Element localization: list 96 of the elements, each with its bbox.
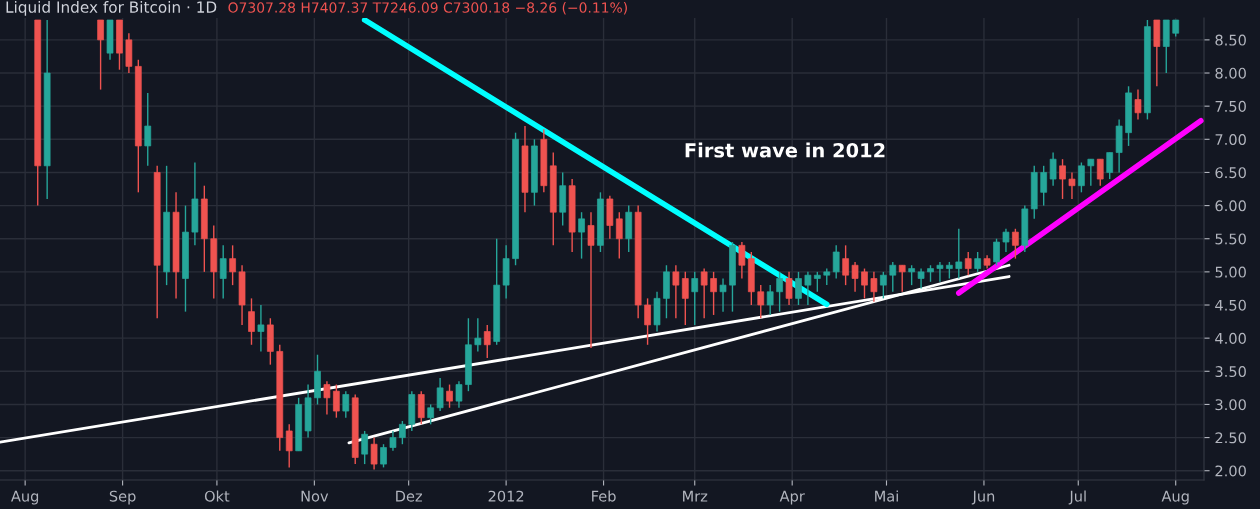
x-tick-label: Nov (301, 490, 329, 502)
candlestick (1059, 158, 1066, 200)
text: O7307.28 H7407.37 T7246.09 C7300.18 −8.26 (−0.11%) (228, 2, 627, 15)
candlestick (578, 211, 585, 260)
candlestick (285, 423, 293, 469)
y-tick-label: 4.00 (1215, 332, 1246, 344)
candlestick (1134, 88, 1142, 121)
candlestick (719, 277, 727, 313)
candlestick (851, 261, 859, 293)
candlestick (832, 244, 840, 280)
candlestick (917, 267, 925, 290)
candlestick (710, 271, 717, 316)
candlestick (681, 271, 689, 326)
candlestick (861, 267, 868, 300)
annotation: First wave in 2012 (685, 142, 885, 158)
candlestick (380, 443, 387, 469)
candlestick (804, 271, 812, 306)
candlestick (776, 271, 783, 313)
candlestick (333, 383, 340, 419)
y-tick-label: 7.50 (1215, 100, 1246, 112)
candlestick (908, 264, 915, 286)
candlestick (785, 271, 793, 306)
candlestick (323, 380, 331, 416)
candlestick (1078, 161, 1085, 194)
candlestick (389, 430, 397, 452)
y-tick-label: 2.50 (1215, 432, 1246, 444)
candlestick (700, 267, 708, 319)
y-tick-label: 5.00 (1215, 266, 1246, 278)
candlestick (1087, 158, 1095, 187)
candlestick (370, 436, 378, 471)
candlestick (1068, 171, 1076, 200)
candlestick (898, 264, 906, 293)
x-tick-label: Apr (779, 490, 805, 505)
candlestick (889, 261, 897, 293)
y-tick-label: 5.50 (1215, 233, 1246, 245)
y-tick-label: 6.50 (1215, 167, 1246, 179)
y-tick-label: 7.00 (1215, 134, 1246, 146)
candlestick (342, 390, 350, 419)
candlestick (427, 403, 435, 426)
x-tick-label: Sep (109, 490, 136, 505)
x-tick-label: Mrz (683, 490, 708, 502)
candlestick (766, 284, 774, 316)
candlestick (1002, 228, 1010, 253)
candlestick (257, 304, 265, 353)
candlestick (587, 211, 595, 349)
y-tick-label: 6.00 (1215, 200, 1246, 212)
x-tick-label: Okt (204, 490, 230, 502)
y-tick-label: 8.50 (1215, 34, 1246, 46)
candlestick (955, 228, 963, 280)
candlestick (1040, 165, 1048, 207)
x-tick-label: Jun (971, 490, 995, 505)
candlestick (361, 430, 368, 465)
candlestick (97, 19, 104, 91)
candlestick (417, 390, 425, 426)
candlestick (795, 271, 802, 306)
candlestick (1049, 151, 1057, 187)
y-tick-label: 4.50 (1215, 299, 1246, 311)
candlestick (691, 271, 699, 326)
y-tick-label: 3.00 (1215, 399, 1246, 411)
x-tick-label: Jul (1068, 490, 1086, 505)
y-tick-label: 3.50 (1215, 366, 1246, 378)
candlestick (936, 261, 944, 283)
y-tick-label: 2.00 (1215, 465, 1246, 477)
candlestick (814, 271, 821, 293)
x-tick-label: Mai (875, 490, 898, 502)
x-tick-label: Dez (396, 490, 422, 502)
candlestick (870, 271, 878, 303)
candlestick (483, 324, 491, 359)
candlestick (974, 251, 981, 273)
candlestick (644, 297, 651, 346)
candlestick (757, 284, 765, 319)
candlestick (672, 264, 680, 319)
y-tick-label: 8.00 (1215, 67, 1246, 79)
candlestick (144, 92, 152, 167)
candlestick (1012, 228, 1019, 260)
candlestick (993, 238, 1000, 266)
x-tick-label: Aug (11, 490, 39, 505)
candlestick (474, 317, 482, 353)
candlestick (964, 251, 972, 276)
x-tick-label: 2012 (488, 490, 524, 502)
candlestick (615, 211, 623, 260)
candlestick (455, 380, 463, 409)
candlestick (842, 244, 849, 286)
x-tick-label: Feb (592, 490, 616, 502)
candlestick (446, 383, 453, 409)
candlestick (738, 241, 746, 280)
candlestick (1106, 151, 1114, 180)
candlestick (399, 420, 406, 445)
candlestick (219, 244, 227, 300)
chart-title: Liquid Index for Bitcoin · 1D (6, 1, 217, 16)
candlestick (880, 271, 887, 300)
candlestick (229, 244, 236, 286)
candlestick (1096, 158, 1104, 187)
candlestick (248, 297, 255, 346)
candlestick (436, 377, 444, 412)
x-tick-label: Aug (1161, 490, 1189, 505)
